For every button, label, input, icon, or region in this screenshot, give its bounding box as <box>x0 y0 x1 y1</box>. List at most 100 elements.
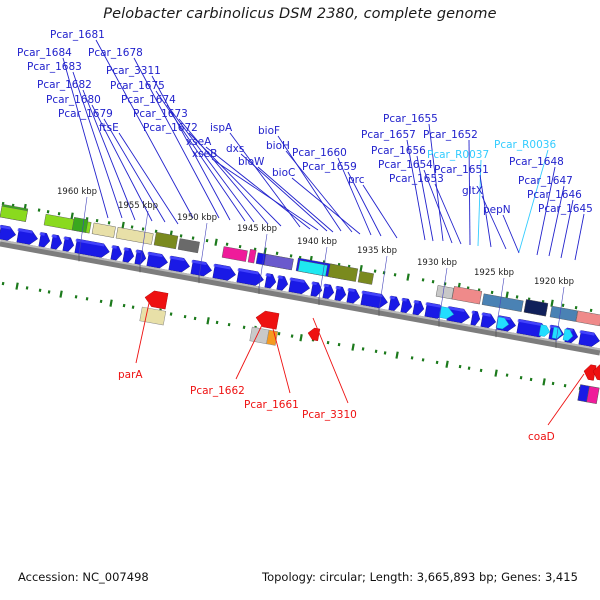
domain-box[interactable] <box>481 293 524 312</box>
cds-arrow[interactable] <box>122 247 135 264</box>
feature-label[interactable]: pepN <box>483 204 511 216</box>
feature-label[interactable]: Pcar_1681 <box>50 29 105 41</box>
cds-arrow[interactable] <box>480 312 497 329</box>
feature-label[interactable]: xseB <box>192 148 218 160</box>
scale-label: 1950 kbp <box>177 213 218 223</box>
feature-label[interactable]: Pcar_3310 <box>302 409 357 421</box>
domain-box[interactable] <box>91 222 116 238</box>
domain-box[interactable] <box>221 246 248 262</box>
domain-box[interactable] <box>327 263 359 282</box>
feature-label[interactable]: xseA <box>186 136 212 148</box>
green-tick <box>121 221 125 230</box>
cds-arrow[interactable] <box>334 285 347 302</box>
feature-label[interactable]: Pcar_1656 <box>371 145 426 157</box>
cds-arrow[interactable] <box>322 283 335 300</box>
feature-label[interactable]: Pcar_1660 <box>292 147 347 159</box>
feature-label[interactable]: Pcar_1673 <box>133 108 188 120</box>
cds-arrow[interactable] <box>412 300 425 316</box>
feature-label[interactable]: bioW <box>238 156 265 168</box>
cds-arrow[interactable] <box>400 297 413 314</box>
feature-label[interactable]: bioH <box>266 140 290 152</box>
feature-label[interactable]: Pcar_1647 <box>518 175 573 187</box>
cds-arrow[interactable] <box>470 310 481 326</box>
cds-arrow[interactable] <box>50 234 63 251</box>
domain-box[interactable] <box>153 231 179 250</box>
feature-label[interactable]: Pcar_1662 <box>190 385 245 397</box>
domain-box[interactable] <box>549 305 578 322</box>
feature-label[interactable]: coaD <box>528 431 555 443</box>
cds-arrow[interactable] <box>110 245 123 261</box>
cds-arrow[interactable] <box>310 281 323 298</box>
feature-label[interactable]: Pcar_R0037 <box>427 149 490 161</box>
feature-label[interactable]: dxs <box>226 143 245 155</box>
domain-box[interactable] <box>451 286 483 305</box>
feature-label[interactable]: Pcar_1675 <box>110 80 165 92</box>
label-leader-line <box>103 118 166 223</box>
label-leader-line <box>479 174 492 248</box>
feature-label[interactable]: Pcar_1646 <box>527 189 582 201</box>
domain-box[interactable] <box>263 253 294 271</box>
feature-label[interactable]: ispA <box>210 122 233 134</box>
feature-label[interactable]: Pcar_1655 <box>383 113 438 125</box>
feature-label[interactable]: Pcar_1661 <box>244 399 299 411</box>
reverse-red-arrow[interactable] <box>592 364 600 381</box>
reverse-red-arrow[interactable] <box>255 310 280 330</box>
feature-label[interactable]: Pcar_1652 <box>423 129 478 141</box>
feature-label[interactable]: ftsE <box>99 122 119 134</box>
domain-box[interactable] <box>297 260 328 277</box>
cds-arrow[interactable] <box>264 273 277 289</box>
cds-arrow[interactable] <box>346 288 361 304</box>
reverse-domain-box[interactable] <box>139 306 167 326</box>
domain-box[interactable] <box>71 217 89 233</box>
feature-label[interactable]: Pcar_1651 <box>434 164 489 176</box>
cds-arrow-highlight <box>389 295 395 300</box>
feature-label[interactable]: Pcar_R0036 <box>494 139 557 151</box>
feature-label[interactable]: Pcar_1645 <box>538 203 593 215</box>
feature-label[interactable]: parA <box>118 369 143 381</box>
rna-arrow[interactable] <box>538 324 551 338</box>
feature-label[interactable]: Pcar_1678 <box>88 47 143 59</box>
feature-label[interactable]: Pcar_1679 <box>58 108 113 120</box>
feature-label[interactable]: Pcar_1654 <box>378 159 433 171</box>
domain-box[interactable] <box>357 270 374 285</box>
green-tick <box>589 308 593 313</box>
feature-label[interactable]: Pcar_1653 <box>389 173 444 185</box>
domain-box[interactable] <box>435 285 454 300</box>
domain-box[interactable] <box>523 299 549 317</box>
feature-label[interactable]: Pcar_1682 <box>37 79 92 91</box>
reverse-domain-box[interactable] <box>586 385 600 405</box>
feature-label[interactable]: Pcar_1659 <box>302 161 357 173</box>
feature-label[interactable]: Pcar_1672 <box>143 122 198 134</box>
feature-label[interactable]: Pcar_1680 <box>46 94 101 106</box>
feature-label[interactable]: bioF <box>258 125 281 137</box>
feature-label[interactable]: Pcar_3311 <box>106 65 161 77</box>
reverse-red-arrow[interactable] <box>144 289 169 310</box>
cds-arrow[interactable] <box>0 224 17 242</box>
domain-box[interactable] <box>247 249 257 264</box>
feature-label[interactable]: gltX <box>462 185 483 197</box>
domain-box[interactable] <box>177 238 200 254</box>
feature-label[interactable]: Pcar_1683 <box>27 61 82 73</box>
sequence-ruler <box>0 239 600 356</box>
cds-arrow[interactable] <box>38 232 51 248</box>
feature-label[interactable]: prc <box>348 174 365 186</box>
rna-arrow[interactable] <box>495 316 510 330</box>
cds-arrow[interactable] <box>134 249 147 266</box>
rna-arrow[interactable] <box>562 328 574 341</box>
domain-box[interactable] <box>0 205 28 222</box>
green-tick <box>227 322 231 327</box>
feature-label[interactable]: Pcar_1674 <box>121 94 176 106</box>
feature-label[interactable]: bioC <box>272 167 296 179</box>
reverse-red-arrow[interactable] <box>583 364 597 381</box>
reverse-red-arrow-small[interactable] <box>307 327 321 342</box>
cds-arrow[interactable] <box>388 295 401 312</box>
cds-arrow[interactable] <box>62 236 75 253</box>
label-leader-line <box>229 132 301 228</box>
cds-arrow[interactable] <box>276 275 289 292</box>
feature-label[interactable]: Pcar_1684 <box>17 47 72 59</box>
rna-arrow[interactable] <box>438 306 455 320</box>
feature-label[interactable]: Pcar_1648 <box>509 156 564 168</box>
feature-label[interactable]: Pcar_1657 <box>361 129 416 141</box>
green-tick <box>205 238 209 243</box>
domain-box[interactable] <box>575 310 600 327</box>
